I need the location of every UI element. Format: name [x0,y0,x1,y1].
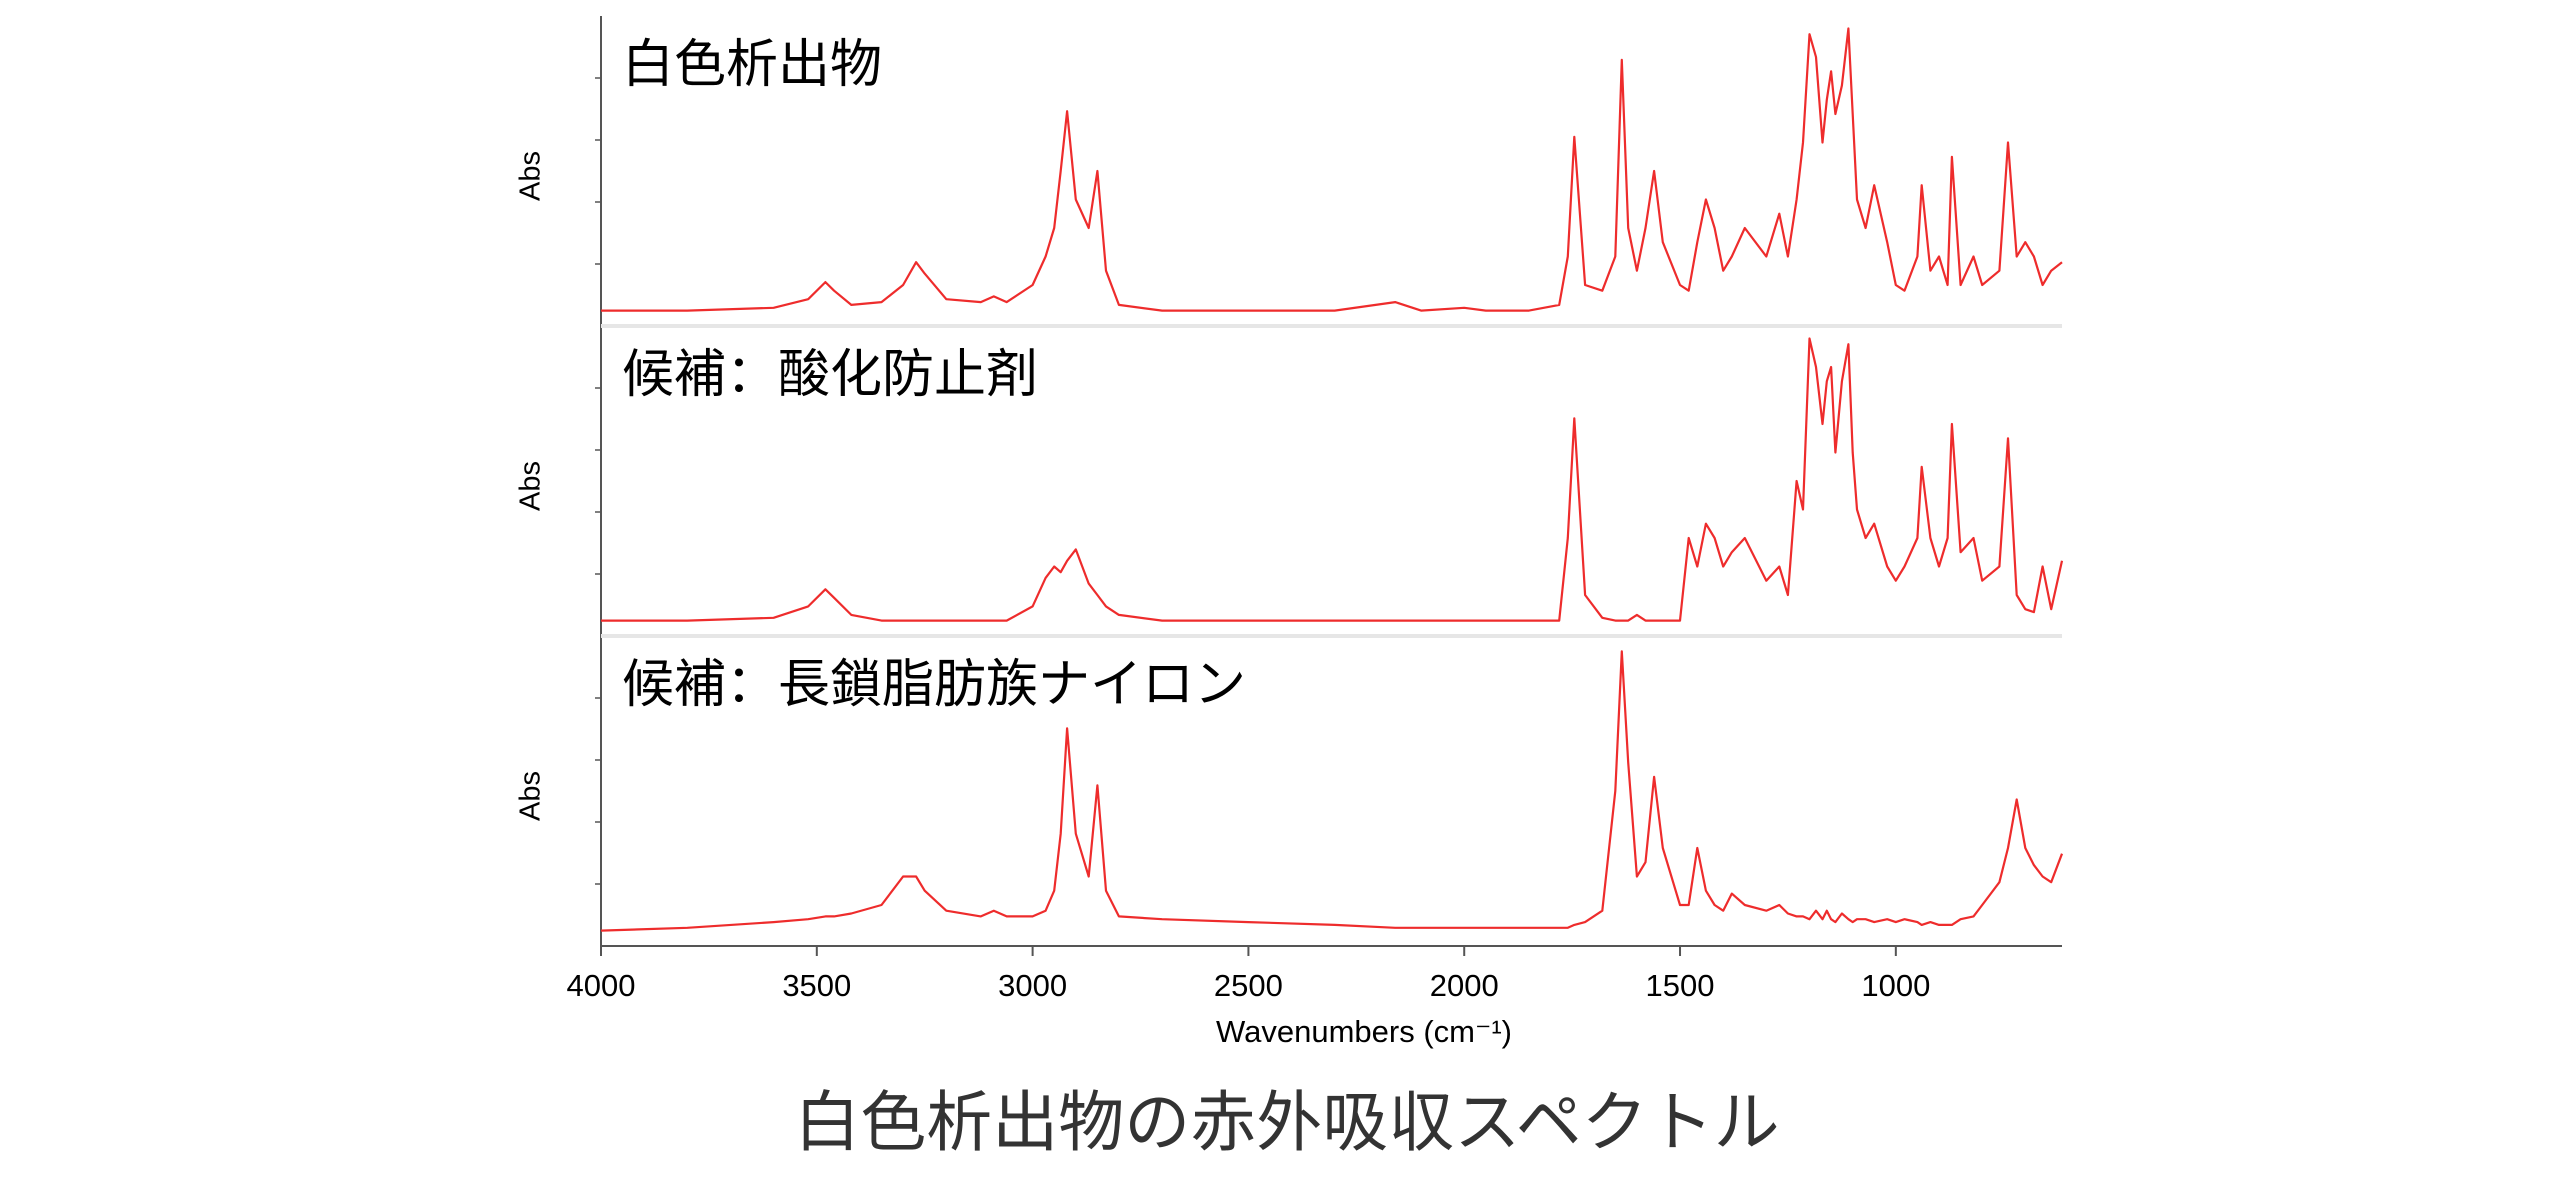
panel-label: 候補：長鎖脂肪族ナイロン [622,655,1246,715]
x-tick-label: 3000 [998,968,1067,1003]
panel-label: 候補：酸化防止剤 [622,345,1038,405]
x-tick-label: 1000 [1861,968,1930,1003]
x-tick-label: 3500 [782,968,851,1003]
x-tick-label: 2000 [1430,968,1499,1003]
spectrum-line [600,650,2064,932]
chart-title: 白色析出物の赤外吸収スペクトル [794,1084,1779,1161]
x-tick-label: 2500 [1214,968,1283,1003]
panel-label: 白色析出物 [622,35,882,95]
x-axis-label: Wavenumbers (cm⁻¹) [1216,1014,1512,1049]
y-axis-label: Abs [515,461,547,511]
y-axis-label: Abs [515,771,547,821]
x-tick-label: 4000 [567,968,636,1003]
spectrum-line [601,27,2063,312]
spectrum-line [601,337,2064,622]
x-tick-label: 1500 [1646,968,1715,1003]
y-axis-label: Abs [515,151,547,201]
